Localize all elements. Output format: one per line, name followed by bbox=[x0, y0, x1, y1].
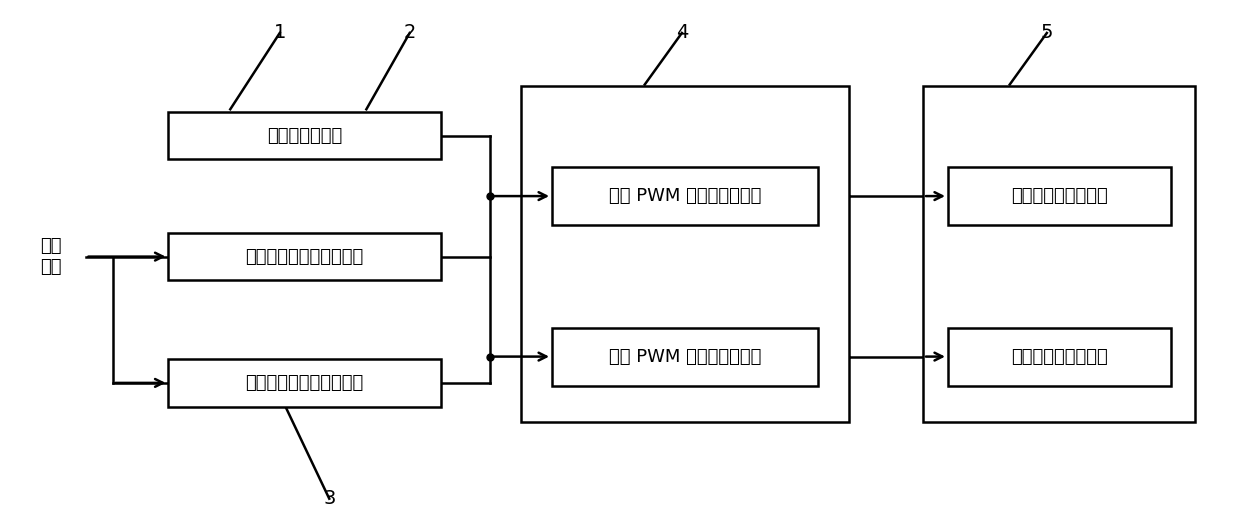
Text: 第一功率放大级电路: 第一功率放大级电路 bbox=[1011, 187, 1107, 205]
Text: 第二 PWM 调制电路比较器: 第二 PWM 调制电路比较器 bbox=[609, 348, 761, 366]
Text: 三角波发生电路: 三角波发生电路 bbox=[267, 126, 342, 144]
Bar bbox=[552, 167, 818, 225]
Text: 1: 1 bbox=[274, 23, 286, 42]
Text: 2: 2 bbox=[403, 23, 415, 42]
Text: 第一双电压信号发生电路: 第一双电压信号发生电路 bbox=[246, 248, 363, 266]
Bar bbox=[169, 233, 440, 280]
Text: 5: 5 bbox=[1040, 23, 1053, 42]
Text: 控制
信号: 控制 信号 bbox=[40, 237, 62, 276]
Bar bbox=[947, 327, 1171, 386]
Bar bbox=[521, 86, 849, 422]
Bar bbox=[947, 167, 1171, 225]
Bar bbox=[923, 86, 1195, 422]
Text: 第二双电压信号发生电路: 第二双电压信号发生电路 bbox=[246, 374, 363, 392]
Bar bbox=[169, 112, 440, 159]
Text: 3: 3 bbox=[324, 489, 336, 508]
Bar bbox=[169, 359, 440, 407]
Text: 第二功率放大级电路: 第二功率放大级电路 bbox=[1011, 348, 1107, 366]
Bar bbox=[552, 327, 818, 386]
Text: 第一 PWM 调制电路比较器: 第一 PWM 调制电路比较器 bbox=[609, 187, 761, 205]
Text: 4: 4 bbox=[676, 23, 688, 42]
